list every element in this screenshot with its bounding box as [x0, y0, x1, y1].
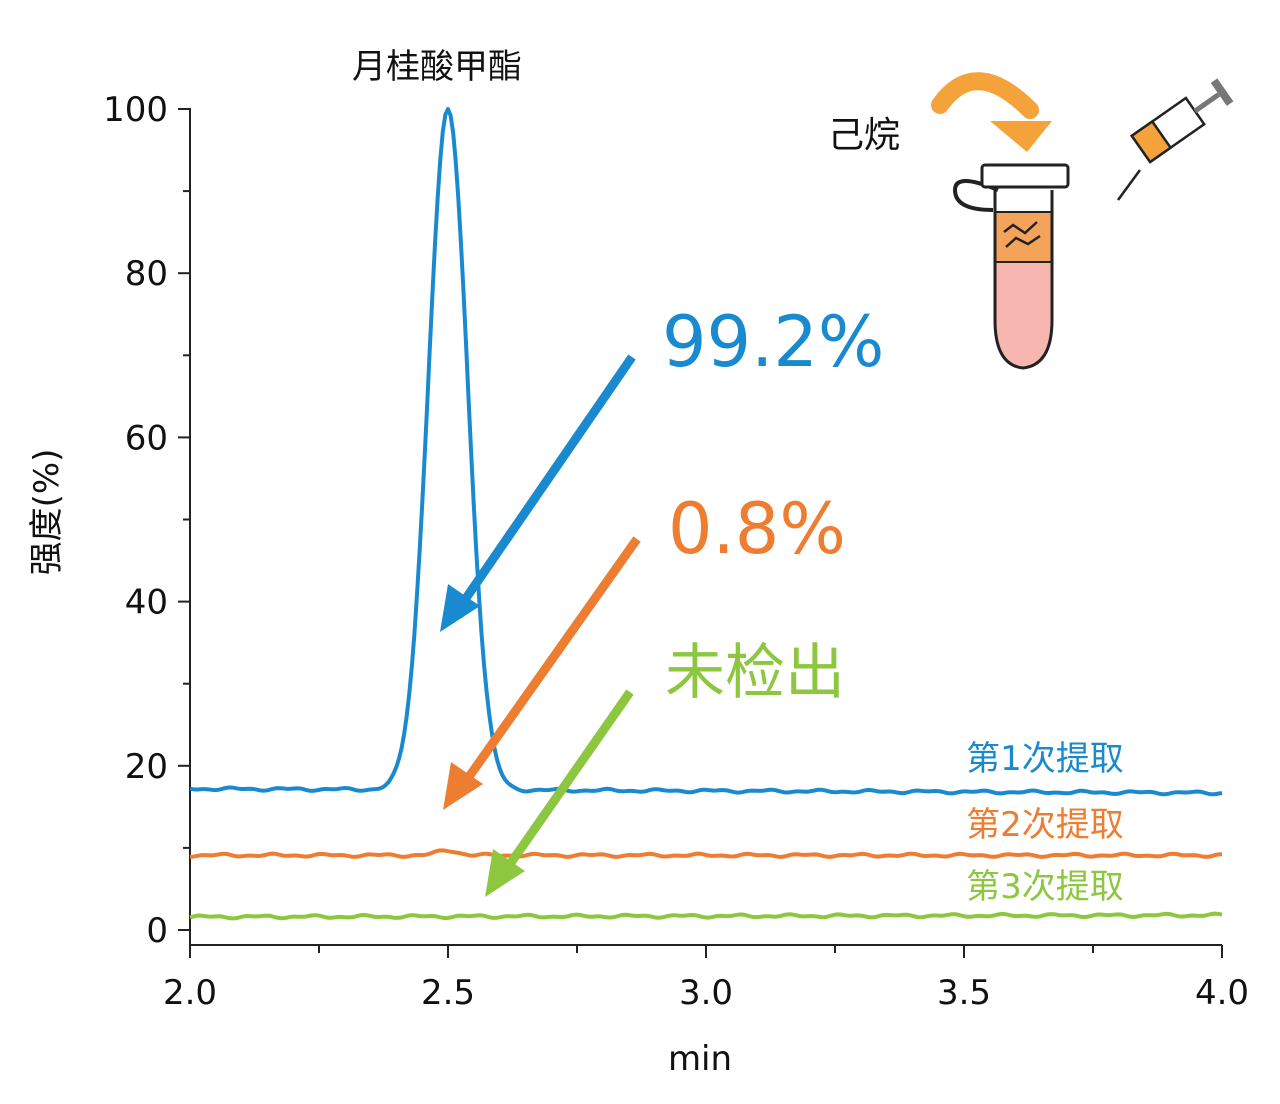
series-lines: [189, 107, 1223, 921]
series-label-3: 第3次提取: [966, 867, 1124, 907]
x-tick-label-2.5: 2.5: [421, 973, 475, 1013]
x-tick-label-4.0: 4.0: [1195, 973, 1249, 1013]
annotation-arrows: [440, 354, 641, 897]
series-line-2: [189, 848, 1223, 859]
green-arrow-icon: [485, 689, 634, 897]
microcentrifuge-tube-icon: [952, 163, 1070, 370]
x-axis-title: min: [668, 1039, 732, 1079]
y-axis-title: 强度(%): [27, 449, 67, 576]
axis-ticks: 0 20 40 60 80 100 2.0 2.5 3.0 3.5 4.0: [103, 90, 1249, 1013]
y-tick-label-40: 40: [125, 583, 168, 623]
annotation-not-detected: 未检出: [665, 638, 845, 708]
y-tick-label-80: 80: [125, 254, 168, 294]
x-tick-label-3.0: 3.0: [679, 973, 733, 1013]
y-tick-label-20: 20: [125, 747, 168, 787]
solvent-label: 己烷: [828, 115, 900, 156]
annotation-0-8: 0.8%: [668, 488, 846, 570]
x-tick-label-3.5: 3.5: [937, 973, 991, 1013]
y-tick-label-0: 0: [146, 911, 168, 951]
syringe-icon: [1116, 78, 1234, 201]
series-label-2: 第2次提取: [966, 805, 1124, 845]
series-line-3: [189, 911, 1223, 921]
x-tick-label-2.0: 2.0: [163, 973, 217, 1013]
orange-arrow-icon: [443, 536, 641, 810]
series-label-1: 第1次提取: [966, 739, 1124, 779]
curved-arrow-icon: [931, 72, 1052, 152]
y-tick-label-100: 100: [103, 90, 168, 130]
y-tick-label-60: 60: [125, 418, 168, 458]
series-line-1: [189, 107, 1223, 797]
annotation-99-2: 99.2%: [662, 301, 884, 383]
blue-arrow-icon: [440, 354, 636, 632]
peak-label: 月桂酸甲酯: [352, 47, 522, 87]
